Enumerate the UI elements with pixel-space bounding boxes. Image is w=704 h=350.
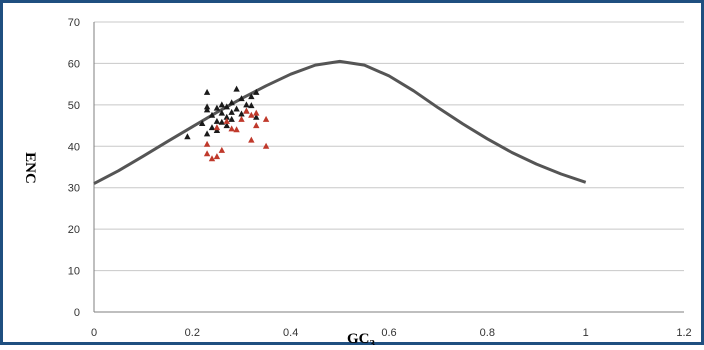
data-point-series-2 (233, 126, 240, 133)
data-point-series-2 (203, 140, 211, 147)
data-point-series-1 (238, 95, 245, 102)
x-tick-label: 0.6 (381, 327, 396, 339)
x-tick-label: 1 (583, 327, 589, 339)
axes (93, 22, 684, 313)
data-point-series-2 (208, 155, 216, 162)
data-point-series-1 (228, 99, 235, 106)
y-tick-label: 20 (68, 224, 80, 236)
data-point-series-2 (253, 122, 260, 129)
data-point-series-1 (223, 103, 230, 110)
data-point-series-1 (184, 133, 191, 140)
data-point-series-1 (233, 105, 240, 112)
data-point-series-2 (262, 142, 270, 149)
data-point-series-2 (248, 136, 255, 143)
data-point-series-1 (218, 109, 226, 116)
data-point-series-1 (208, 111, 216, 118)
data-point-series-1 (253, 88, 260, 95)
data-points (184, 85, 270, 162)
data-point-series-1 (228, 108, 235, 115)
data-point-series-1 (233, 85, 240, 92)
data-point-series-2 (203, 150, 211, 157)
data-point-series-1 (238, 110, 245, 117)
y-axis-label: ENC (22, 152, 38, 184)
x-tick-label: 1.2 (676, 327, 691, 339)
data-point-series-2 (213, 124, 221, 131)
data-point-series-2 (223, 117, 230, 124)
data-point-series-1 (218, 118, 226, 125)
data-point-series-1 (248, 102, 255, 109)
y-tick-label: 50 (68, 100, 80, 112)
data-point-series-1 (248, 93, 255, 100)
data-point-series-2 (248, 111, 255, 118)
y-tick-label: 70 (68, 17, 80, 29)
data-point-series-1 (218, 101, 226, 108)
data-point-series-2 (262, 115, 270, 122)
data-point-series-1 (208, 124, 216, 131)
x-tick-label: 0.2 (185, 327, 200, 339)
data-point-series-1 (203, 106, 211, 113)
data-point-series-2 (213, 153, 221, 160)
data-point-series-1 (223, 122, 230, 129)
x-tick-label: 0 (91, 327, 97, 339)
y-tick-label: 40 (68, 141, 80, 153)
x-tick-label: 0.4 (283, 327, 298, 339)
expected-curve-line (93, 59, 587, 185)
expected-enc-curve (93, 59, 587, 185)
data-point-series-1 (213, 117, 221, 124)
data-point-series-1 (253, 113, 260, 120)
x-tick-label: 0.8 (480, 327, 495, 339)
data-point-series-1 (228, 115, 235, 122)
data-point-series-2 (243, 107, 250, 114)
data-point-series-1 (198, 120, 206, 126)
y-tick-label: 30 (68, 183, 80, 195)
data-point-series-2 (228, 125, 235, 132)
data-point-series-2 (238, 115, 245, 122)
gridlines (94, 21, 684, 313)
y-tick-label: 0 (74, 307, 80, 319)
data-point-series-1 (243, 101, 250, 108)
data-point-series-1 (213, 104, 221, 111)
data-point-series-1 (203, 130, 211, 137)
data-point-series-1 (223, 113, 230, 120)
y-tick-label: 10 (68, 266, 80, 278)
data-point-series-2 (253, 109, 260, 116)
data-point-series-2 (218, 146, 226, 153)
data-point-series-1 (203, 88, 211, 95)
y-tick-label: 60 (68, 58, 80, 70)
x-axis-label: GC3 (347, 331, 376, 345)
tick-labels: 0 10 20 30 40 50 60 70 0 0.2 0.4 0.6 0.8 1 1.2 (68, 17, 692, 339)
